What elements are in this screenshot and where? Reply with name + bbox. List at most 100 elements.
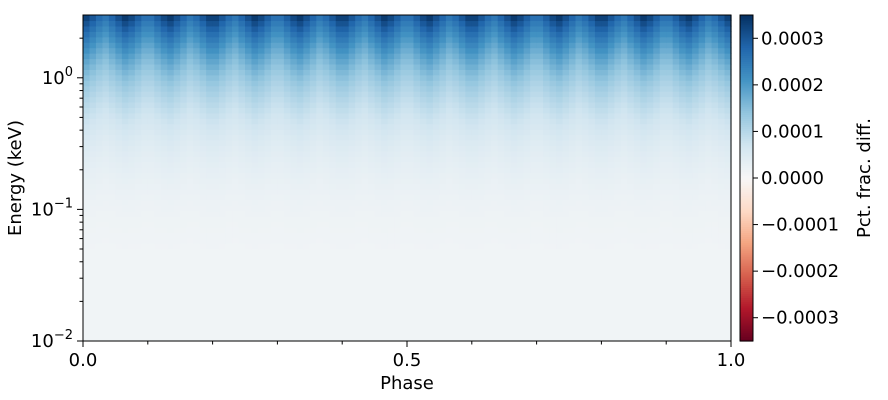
heatmap-cell	[121, 139, 129, 146]
heatmap-cell	[121, 302, 129, 309]
heatmap-cell	[491, 145, 499, 152]
heatmap-cell	[698, 232, 706, 239]
heatmap-cell	[672, 91, 680, 98]
heatmap-cell	[724, 101, 732, 108]
heatmap-cell	[128, 286, 136, 293]
heatmap-cell	[154, 194, 162, 201]
heatmap-cell	[711, 150, 719, 157]
heatmap-cell	[594, 161, 602, 168]
heatmap-cell	[711, 243, 719, 250]
heatmap-cell	[575, 129, 583, 136]
heatmap-cell	[115, 226, 123, 233]
heatmap-cell	[147, 205, 155, 212]
heatmap-cell	[361, 275, 369, 282]
heatmap-cell	[141, 210, 149, 217]
heatmap-cell	[471, 210, 479, 217]
heatmap-cell	[329, 139, 337, 146]
heatmap-cell	[121, 96, 129, 103]
heatmap-cell	[562, 216, 570, 223]
heatmap-cell	[387, 123, 395, 130]
heatmap-cell	[128, 237, 136, 244]
heatmap-cell	[698, 259, 706, 266]
heatmap-cell	[471, 324, 479, 331]
heatmap-cell	[601, 324, 609, 331]
heatmap-cell	[160, 74, 168, 81]
heatmap-cell	[83, 324, 91, 331]
heatmap-cell	[115, 221, 123, 228]
heatmap-cell	[705, 145, 713, 152]
heatmap-cell	[387, 226, 395, 233]
heatmap-cell	[238, 156, 246, 163]
heatmap-cell	[653, 313, 661, 320]
heatmap-cell	[141, 297, 149, 304]
heatmap-cell	[517, 85, 525, 92]
heatmap-cell	[296, 264, 304, 271]
heatmap-cell	[329, 101, 337, 108]
heatmap-cell	[296, 96, 304, 103]
heatmap-cell	[329, 210, 337, 217]
heatmap-cell	[594, 319, 602, 326]
heatmap-cell	[270, 167, 278, 174]
heatmap-cell	[134, 134, 142, 141]
heatmap-cell	[283, 232, 291, 239]
heatmap-cell	[89, 248, 97, 255]
heatmap-cell	[685, 264, 693, 271]
heatmap-cell	[543, 259, 551, 266]
heatmap-cell	[89, 139, 97, 146]
heatmap-cell	[160, 254, 168, 261]
heatmap-cell	[407, 123, 415, 130]
heatmap-cell	[556, 156, 564, 163]
heatmap-cell	[698, 264, 706, 271]
heatmap-cell	[497, 248, 505, 255]
heatmap-cell	[335, 270, 343, 277]
heatmap-cell	[575, 134, 583, 141]
heatmap-cell	[581, 85, 590, 92]
heatmap-cell	[128, 264, 136, 271]
heatmap-cell	[601, 243, 609, 250]
heatmap-cell	[484, 134, 492, 141]
heatmap-cell	[666, 216, 674, 223]
heatmap-cell	[348, 123, 356, 130]
heatmap-cell	[594, 270, 602, 277]
heatmap-cell	[504, 199, 512, 206]
heatmap-cell	[193, 319, 201, 326]
heatmap-cell	[517, 259, 525, 266]
heatmap-cell	[614, 188, 622, 195]
heatmap-cell	[491, 226, 499, 233]
heatmap-cell	[426, 118, 434, 125]
heatmap-cell	[95, 112, 104, 119]
heatmap-cell	[452, 308, 460, 315]
heatmap-cell	[251, 107, 259, 114]
heatmap-cell	[445, 74, 453, 81]
heatmap-cell	[569, 221, 577, 228]
heatmap-cell	[543, 335, 551, 342]
heatmap-cell	[355, 275, 363, 282]
heatmap-cell	[251, 178, 259, 185]
heatmap-cell	[154, 216, 162, 223]
heatmap-cell	[154, 69, 162, 76]
heatmap-cell	[121, 156, 129, 163]
heatmap-cell	[432, 237, 440, 244]
heatmap-cell	[556, 107, 564, 114]
heatmap-cell	[439, 205, 447, 212]
heatmap-cell	[361, 335, 369, 342]
heatmap-cell	[355, 226, 363, 233]
heatmap-cell	[309, 145, 317, 152]
heatmap-cell	[277, 210, 285, 217]
heatmap-cell	[277, 188, 285, 195]
heatmap-cell	[698, 275, 706, 282]
heatmap-cell	[296, 302, 304, 309]
heatmap-cell	[108, 286, 116, 293]
heatmap-cell	[581, 107, 590, 114]
heatmap-cell	[646, 313, 654, 320]
heatmap-cell	[419, 286, 428, 293]
heatmap-cell	[588, 199, 596, 206]
heatmap-cell	[497, 123, 505, 130]
heatmap-cell	[335, 319, 343, 326]
heatmap-cell	[387, 216, 395, 223]
heatmap-cell	[627, 183, 635, 190]
heatmap-cell	[432, 101, 440, 108]
heatmap-cell	[245, 139, 253, 146]
heatmap-cell	[115, 313, 123, 320]
heatmap-cell	[562, 85, 570, 92]
